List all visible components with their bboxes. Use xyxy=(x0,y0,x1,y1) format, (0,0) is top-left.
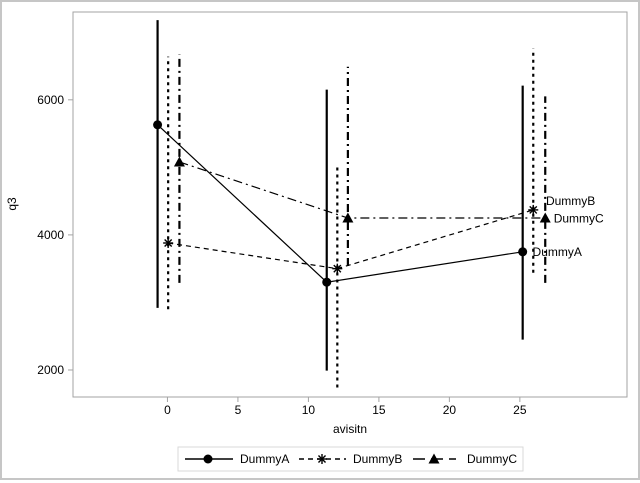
series-markers-dummya xyxy=(153,120,528,287)
asterisk-marker-2 xyxy=(528,204,539,215)
y-axis-label: q3 xyxy=(5,197,19,211)
x-tick-label: 15 xyxy=(372,403,386,417)
asterisk-marker-0 xyxy=(163,238,174,248)
series-line-dummyc xyxy=(179,161,546,219)
x-axis-label: avisitn xyxy=(333,422,367,436)
y-tick-label: 4000 xyxy=(37,228,64,242)
x-tick-label: 25 xyxy=(513,403,527,417)
legend-item-dummya: DummyA xyxy=(185,452,289,466)
legend-item-dummyc: DummyC xyxy=(413,452,517,466)
legend-label-dummya: DummyA xyxy=(240,452,289,466)
x-tick-label: 20 xyxy=(443,403,457,417)
triangle-marker-0 xyxy=(173,156,185,167)
series-markers-dummyb xyxy=(163,204,539,274)
triangle-marker-1 xyxy=(342,212,354,223)
x-tick-label: 10 xyxy=(302,403,316,417)
circle-marker-0 xyxy=(153,120,163,130)
data-label-dummyc: DummyC xyxy=(554,212,604,226)
plot-area-border xyxy=(72,11,628,398)
triangle-marker-2 xyxy=(539,212,551,223)
circle-marker-2 xyxy=(518,247,528,257)
line-chart-canvas: 2000 4000 6000 0 5 10 15 20 25 avisitn q3 DummyA Dum… xyxy=(5,11,628,472)
asterisk-marker-1 xyxy=(332,263,343,274)
circle-marker-1 xyxy=(322,277,332,287)
x-tick-label: 0 xyxy=(164,403,171,417)
asterisk-marker-legend xyxy=(317,454,327,464)
circle-marker-legend xyxy=(203,454,213,464)
y-tick-label: 6000 xyxy=(37,93,64,107)
data-label-dummyb: DummyB xyxy=(546,194,595,208)
x-tick-label: 5 xyxy=(235,403,242,417)
legend-label-dummyb: DummyB xyxy=(353,452,402,466)
series-line-dummya xyxy=(157,124,523,283)
legend-box xyxy=(177,446,524,472)
series-markers-dummyc xyxy=(173,156,551,223)
legend-item-dummyb: DummyB xyxy=(299,452,402,466)
triangle-marker-legend xyxy=(428,453,440,464)
data-label-dummya: DummyA xyxy=(533,245,582,259)
y-tick-label: 2000 xyxy=(37,363,64,377)
legend-label-dummyc: DummyC xyxy=(467,452,517,466)
